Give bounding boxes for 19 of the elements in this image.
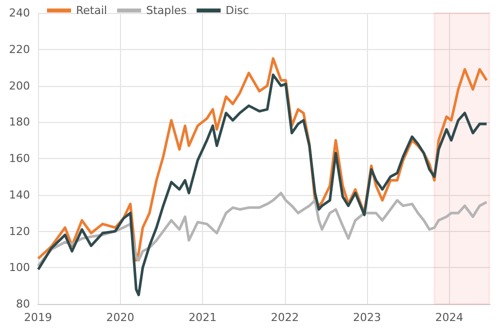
y-tick-label: 120	[9, 224, 30, 238]
y-tick-label: 240	[9, 6, 30, 20]
y-tick-label: 220	[9, 42, 30, 56]
x-tick-label: 2019	[24, 311, 52, 324]
x-tick-label: 2021	[188, 311, 217, 324]
x-tick-label: 2022	[270, 311, 299, 324]
legend-label: Staples	[146, 4, 187, 17]
x-tick-label: 2020	[106, 311, 134, 324]
y-tick-label: 80	[16, 298, 30, 310]
line-series	[36, 74, 488, 296]
y-tick-label: 160	[9, 152, 30, 165]
x-tick-label: 2023	[353, 311, 382, 324]
y-tick-label: 200	[9, 79, 30, 92]
y-tick-label: 140	[9, 188, 30, 202]
y-tick-label: 100	[9, 261, 30, 274]
y-tick-label: 180	[9, 116, 30, 129]
legend-label: Retail	[76, 4, 108, 17]
x-tick-label: 2024	[435, 311, 464, 324]
legend-label: Disc	[226, 4, 249, 17]
